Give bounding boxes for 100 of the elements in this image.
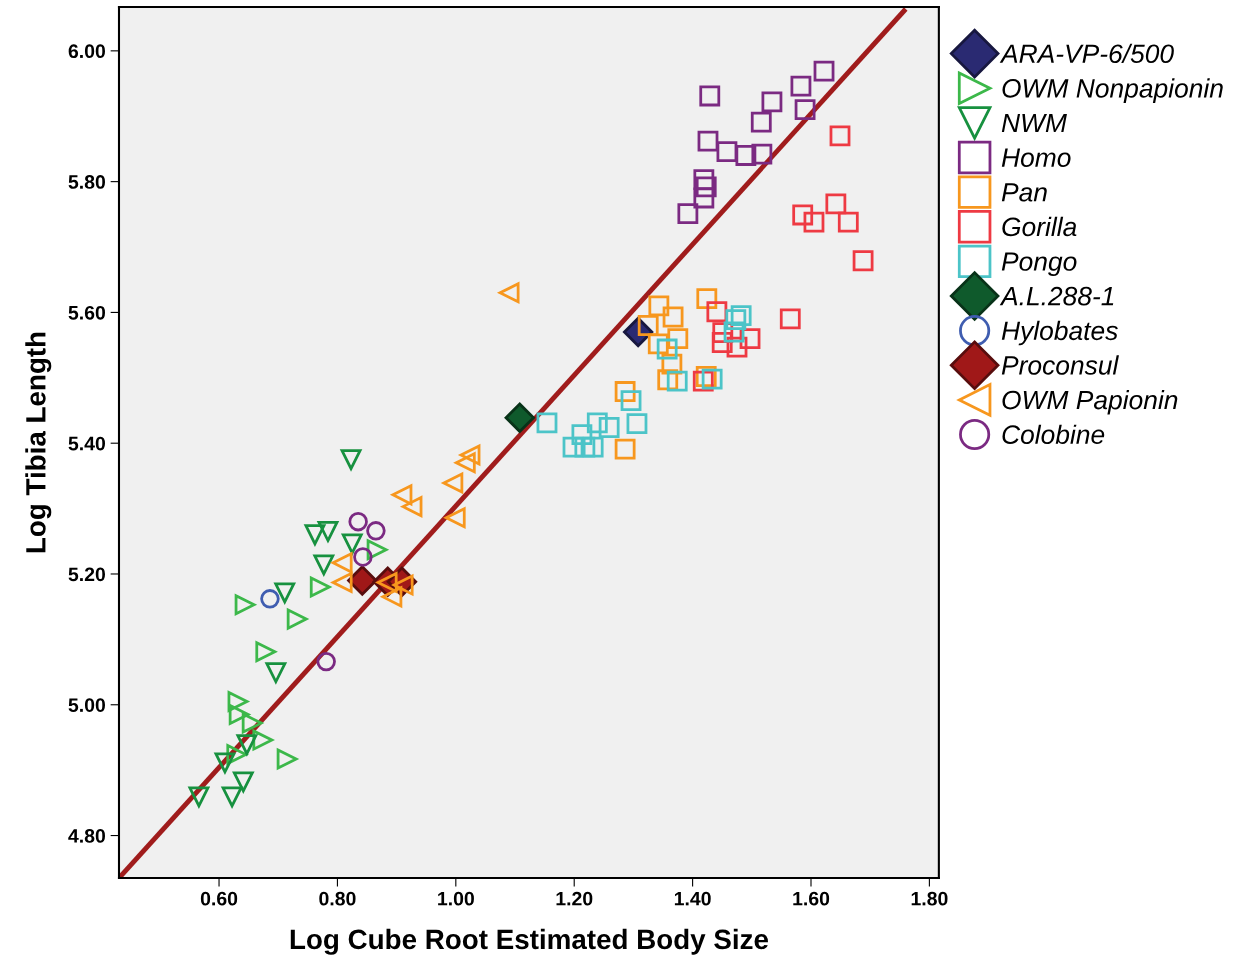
point	[716, 141, 738, 162]
point	[656, 338, 678, 360]
x-tick-label: 1.00	[438, 891, 474, 906]
legend-label: Gorilla	[1002, 216, 1077, 237]
point	[498, 282, 520, 304]
point	[614, 381, 636, 402]
point	[214, 752, 236, 774]
x-tick-label: 0.80	[319, 891, 356, 906]
y-tick-label: 5.20	[68, 567, 106, 582]
point	[260, 589, 280, 609]
point	[582, 436, 604, 458]
point	[667, 328, 689, 349]
point	[790, 75, 812, 97]
point	[666, 370, 688, 392]
point	[562, 436, 584, 458]
point	[647, 333, 669, 355]
point	[255, 641, 277, 663]
point	[695, 176, 717, 198]
point	[316, 651, 336, 672]
y-tick-label: 4.80	[68, 829, 106, 843]
point	[751, 143, 773, 165]
y-tick-label: 5.80	[68, 175, 106, 189]
point	[286, 608, 308, 630]
point	[648, 295, 670, 317]
point	[317, 521, 339, 542]
legend-label: Homo	[1001, 148, 1071, 167]
point	[792, 204, 814, 226]
x-axis-title: Log Cube Root Estimated Body Size	[290, 928, 768, 955]
point	[340, 449, 362, 470]
point	[504, 402, 535, 433]
legend-label: Proconsul	[1001, 355, 1119, 375]
point	[735, 145, 757, 166]
y-tick-label: 5.00	[68, 698, 106, 712]
point	[730, 305, 752, 327]
legend-label: Hylobates	[1001, 320, 1118, 346]
point	[852, 250, 874, 272]
point	[794, 99, 816, 121]
point	[381, 586, 403, 608]
point	[241, 712, 263, 734]
point	[304, 524, 326, 546]
point	[353, 547, 373, 567]
point	[232, 771, 254, 793]
point	[444, 507, 466, 529]
point	[276, 748, 298, 770]
point	[274, 582, 296, 604]
legend-label: Colobine	[1002, 424, 1105, 445]
legend-label: NWM	[1001, 113, 1067, 133]
point	[442, 472, 464, 494]
point	[696, 288, 718, 310]
point	[711, 332, 733, 353]
y-tick-label: 5.40	[68, 436, 106, 451]
point	[761, 91, 783, 113]
point	[227, 691, 249, 712]
point	[265, 662, 287, 684]
point	[401, 496, 423, 518]
point	[574, 436, 596, 458]
point	[699, 85, 721, 107]
point	[662, 306, 684, 328]
point	[313, 554, 335, 576]
point	[701, 368, 723, 390]
point	[391, 484, 413, 506]
point	[348, 511, 368, 532]
point	[454, 452, 476, 474]
point	[626, 413, 648, 434]
point	[837, 211, 859, 233]
point	[309, 576, 331, 598]
point	[697, 130, 719, 152]
point	[188, 786, 210, 808]
point	[341, 533, 363, 555]
legend-label: A.L.288-1	[999, 286, 1114, 306]
point	[723, 321, 745, 343]
point	[657, 369, 679, 391]
x-tick-label: 1.20	[556, 891, 593, 906]
point	[779, 308, 801, 330]
point	[620, 390, 642, 412]
point	[536, 412, 558, 434]
y-tick-label: 6.00	[68, 44, 106, 59]
y-axis-title: Log Tibia Length	[25, 332, 52, 553]
legend-label: OWM Papionin	[1002, 390, 1178, 415]
legend-label: Pan	[1001, 183, 1047, 202]
legend-label: OWM Nonpapionin	[1002, 78, 1223, 103]
legend-label: ARA-VP-6/500	[999, 43, 1174, 64]
point	[598, 417, 620, 438]
point	[692, 370, 714, 392]
point	[693, 169, 715, 191]
point	[677, 203, 699, 225]
x-tick-label: 1.80	[911, 891, 948, 906]
point	[228, 704, 250, 725]
point	[726, 336, 748, 358]
point	[366, 521, 386, 541]
point	[459, 444, 481, 466]
point	[829, 125, 851, 147]
point	[693, 187, 715, 209]
point	[234, 594, 256, 616]
x-tick-label: 0.60	[200, 891, 238, 906]
y-tick-label: 5.60	[68, 305, 106, 320]
point	[586, 412, 608, 434]
point	[571, 424, 593, 446]
point	[725, 309, 747, 331]
point	[236, 734, 258, 756]
